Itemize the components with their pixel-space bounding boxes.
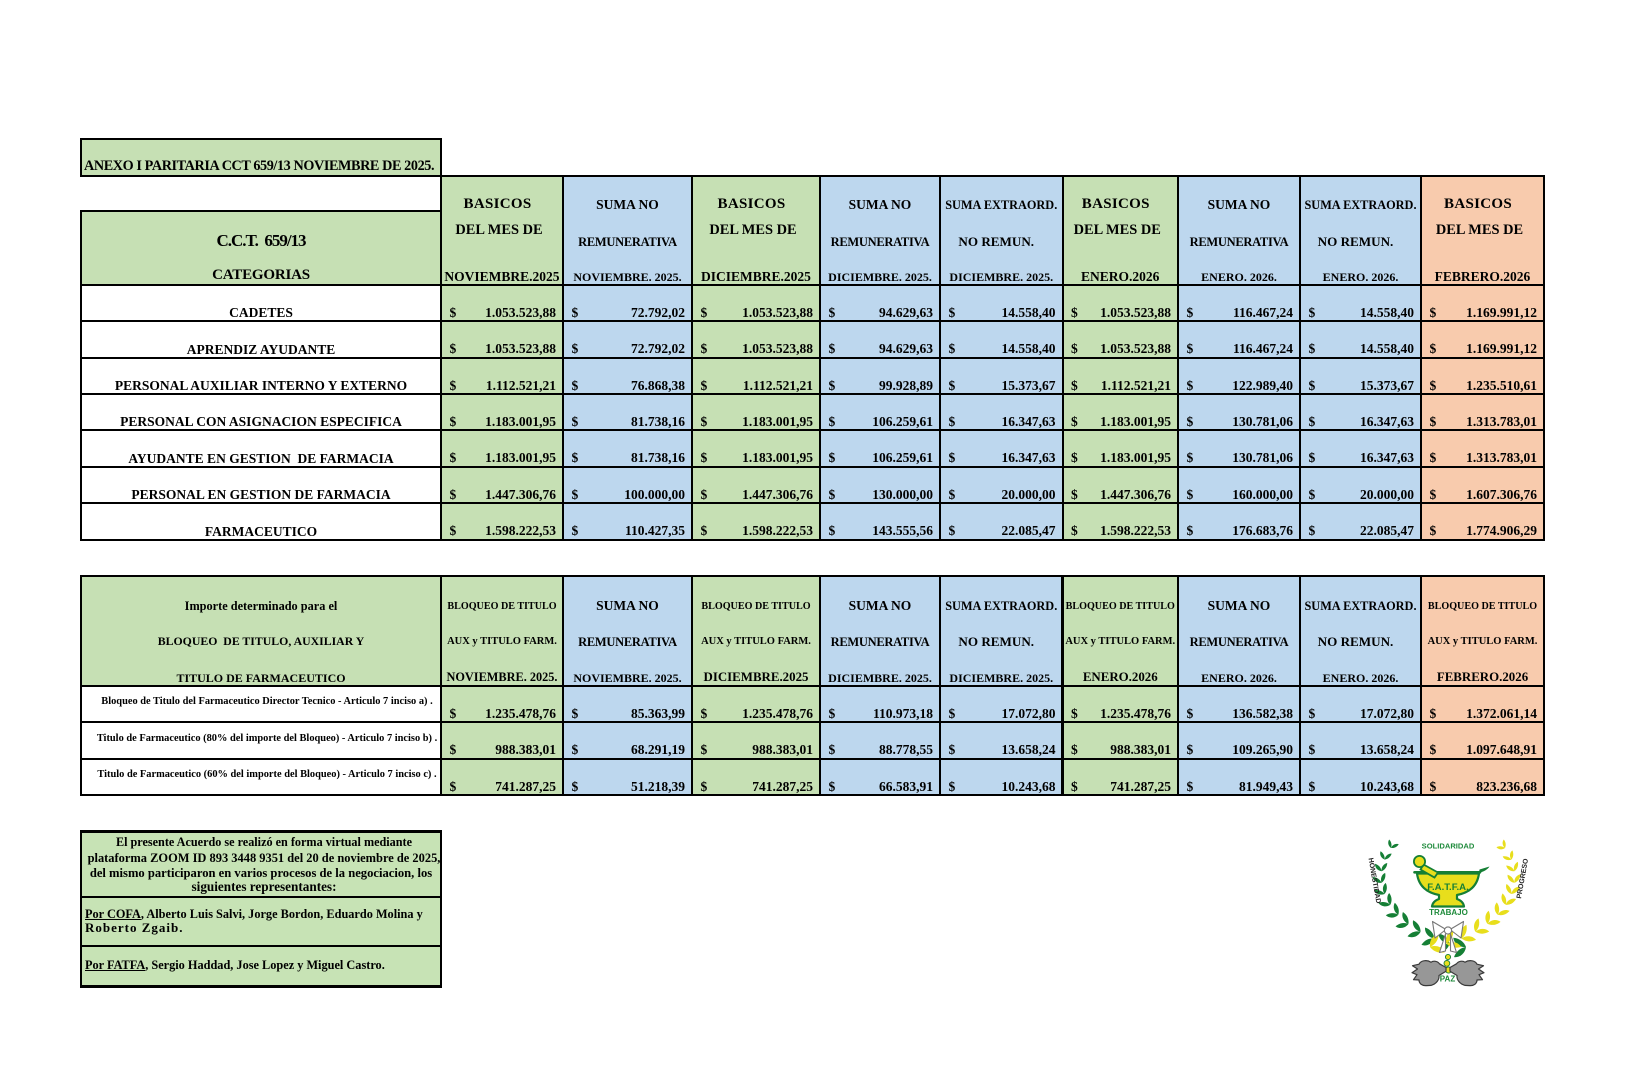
svg-text:TRABAJO: TRABAJO <box>1429 908 1468 917</box>
svg-text:SOLIDARIDAD: SOLIDARIDAD <box>1422 842 1475 851</box>
svg-text:F.A.T.F.A.: F.A.T.F.A. <box>1427 882 1469 893</box>
svg-text:PAZ: PAZ <box>1440 975 1456 984</box>
